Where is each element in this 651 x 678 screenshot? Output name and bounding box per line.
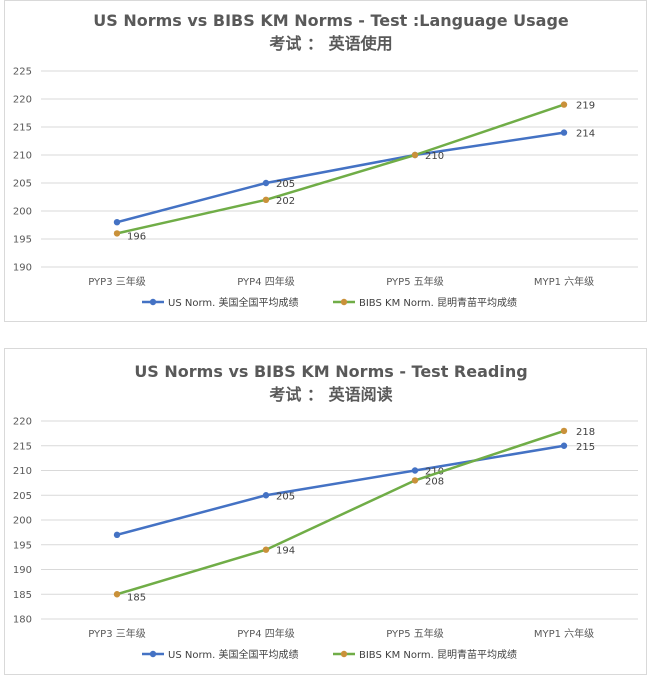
y-tick-label: 200 bbox=[13, 516, 32, 527]
chart-panel-reading: US Norms vs BIBS KM Norms - Test Reading… bbox=[4, 348, 647, 675]
data-label: 214 bbox=[576, 129, 595, 140]
x-tick-label: PYP4 四年级 bbox=[237, 627, 295, 640]
data-label: 215 bbox=[576, 442, 595, 453]
data-point bbox=[262, 179, 270, 187]
data-label: 219 bbox=[576, 101, 595, 112]
x-tick-label: PYP5 五年级 bbox=[386, 627, 444, 640]
y-tick-label: 220 bbox=[13, 95, 32, 106]
data-point bbox=[262, 196, 270, 203]
y-tick-label: 185 bbox=[13, 590, 32, 601]
data-label: 205 bbox=[276, 179, 295, 190]
x-tick-label: PYP3 三年级 bbox=[88, 627, 146, 640]
y-tick-label: 195 bbox=[13, 235, 32, 246]
chart-title: US Norms vs BIBS KM Norms - Test Reading bbox=[134, 362, 527, 381]
data-label: 194 bbox=[276, 546, 295, 557]
y-tick-label: 200 bbox=[13, 207, 32, 218]
y-tick-label: 195 bbox=[13, 540, 32, 551]
data-label: 210 bbox=[425, 151, 444, 162]
data-point bbox=[411, 477, 419, 484]
series-line-us-norm bbox=[116, 444, 565, 537]
data-point bbox=[262, 546, 270, 553]
data-label: 205 bbox=[276, 491, 295, 502]
data-label: 210 bbox=[425, 467, 444, 478]
data-point bbox=[411, 151, 419, 159]
chart-subtitle: 考试 ： 英语阅读 bbox=[269, 385, 392, 404]
data-point bbox=[560, 101, 568, 108]
legend-marker bbox=[149, 650, 157, 658]
gridlines bbox=[41, 420, 638, 620]
y-tick-label: 215 bbox=[13, 441, 32, 452]
data-point bbox=[262, 492, 270, 499]
legend-marker bbox=[340, 650, 348, 658]
series-line-bibs-km-norm bbox=[116, 429, 565, 596]
legend: US Norm. 美国全国平均成绩 BIBS KM Norm. 昆明青苗平均成绩 bbox=[142, 648, 517, 661]
y-tick-label: 205 bbox=[13, 179, 32, 190]
data-point bbox=[113, 531, 121, 539]
data-point bbox=[560, 427, 568, 435]
data-label: 218 bbox=[576, 427, 595, 438]
y-tick-label: 205 bbox=[13, 491, 32, 502]
x-tick-label: PYP4 四年级 bbox=[237, 275, 295, 288]
legend-label: US Norm. 美国全国平均成绩 bbox=[168, 296, 298, 309]
legend-marker bbox=[340, 298, 348, 306]
legend: US Norm. 美国全国平均成绩 BIBS KM Norm. 昆明青苗平均成绩 bbox=[142, 296, 517, 309]
x-tick-label: MYP1 六年级 bbox=[534, 627, 594, 640]
data-label: 196 bbox=[127, 231, 146, 242]
y-tick-label: 180 bbox=[13, 615, 32, 626]
data-point bbox=[411, 467, 419, 474]
chart-title: US Norms vs BIBS KM Norms - Test :Langua… bbox=[93, 11, 569, 30]
legend-marker bbox=[149, 298, 157, 306]
legend-label: BIBS KM Norm. 昆明青苗平均成绩 bbox=[359, 648, 517, 661]
x-tick-label: PYP3 三年级 bbox=[88, 275, 146, 288]
line-chart-language-usage: US Norms vs BIBS KM Norms - Test :Langua… bbox=[13, 11, 638, 309]
data-label: 208 bbox=[425, 476, 444, 487]
legend-label: BIBS KM Norm. 昆明青苗平均成绩 bbox=[359, 296, 517, 309]
series-line-us-norm bbox=[116, 131, 565, 224]
data-point bbox=[113, 591, 121, 598]
chart-subtitle: 考试 ： 英语使用 bbox=[269, 34, 392, 53]
x-tick-label: MYP1 六年级 bbox=[534, 275, 594, 288]
x-tick-label: PYP5 五年级 bbox=[386, 275, 444, 288]
y-tick-label: 190 bbox=[13, 263, 32, 274]
gridlines bbox=[41, 70, 638, 268]
y-tick-label: 210 bbox=[13, 151, 32, 162]
chart-panel-language-usage: US Norms vs BIBS KM Norms - Test :Langua… bbox=[4, 0, 647, 322]
data-point bbox=[560, 129, 568, 136]
data-point bbox=[113, 230, 121, 237]
data-label: 185 bbox=[127, 592, 146, 603]
y-tick-label: 215 bbox=[13, 123, 32, 134]
data-label: 202 bbox=[276, 196, 295, 207]
data-point bbox=[113, 219, 121, 226]
y-tick-label: 220 bbox=[13, 417, 32, 428]
y-tick-label: 210 bbox=[13, 466, 32, 477]
y-tick-label: 225 bbox=[13, 67, 32, 78]
line-chart-reading: US Norms vs BIBS KM Norms - Test Reading… bbox=[13, 362, 638, 661]
legend-label: US Norm. 美国全国平均成绩 bbox=[168, 648, 298, 661]
data-point bbox=[560, 442, 568, 449]
y-tick-label: 190 bbox=[13, 565, 32, 576]
series-line-bibs-km-norm bbox=[116, 103, 565, 235]
